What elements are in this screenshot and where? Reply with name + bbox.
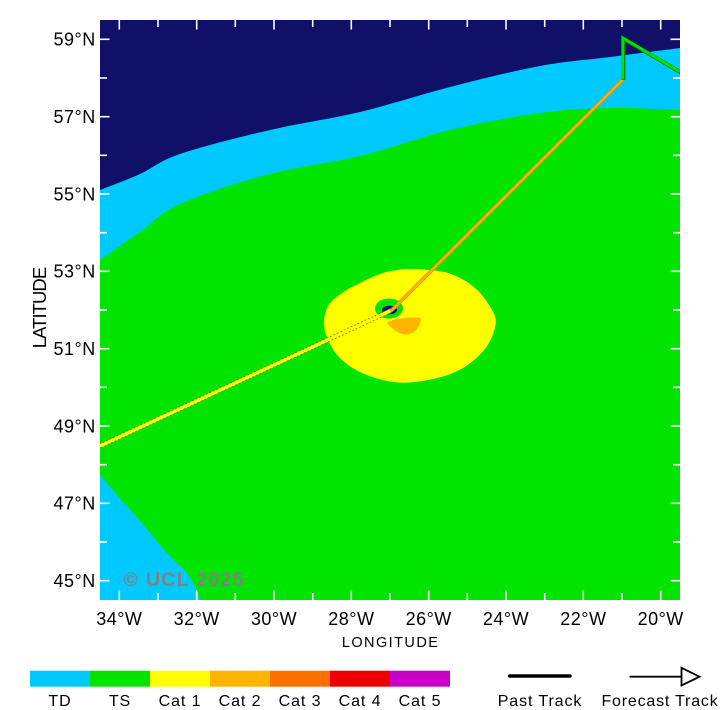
svg-text:Cat 3: Cat 3 xyxy=(279,693,322,710)
svg-text:32°W: 32°W xyxy=(174,609,220,629)
svg-text:34°W: 34°W xyxy=(96,609,142,629)
svg-text:TD: TD xyxy=(48,693,71,710)
svg-text:Cat 4: Cat 4 xyxy=(339,693,382,710)
svg-text:LATITUDE: LATITUDE xyxy=(29,267,50,348)
svg-text:Past Track: Past Track xyxy=(498,693,583,710)
svg-text:49°N: 49°N xyxy=(53,416,95,436)
svg-text:45°N: 45°N xyxy=(53,571,95,591)
svg-text:47°N: 47°N xyxy=(53,494,95,514)
svg-text:24°W: 24°W xyxy=(483,609,529,629)
svg-text:Forecast Track: Forecast Track xyxy=(601,693,718,710)
svg-text:55°N: 55°N xyxy=(53,184,95,204)
svg-text:Cat 1: Cat 1 xyxy=(159,693,202,710)
svg-text:28°W: 28°W xyxy=(328,609,374,629)
svg-text:20°W: 20°W xyxy=(638,609,684,629)
svg-text:© UCL 2025: © UCL 2025 xyxy=(124,569,245,591)
svg-text:LONGITUDE: LONGITUDE xyxy=(342,635,440,651)
svg-text:Cat 2: Cat 2 xyxy=(219,693,262,710)
svg-text:30°W: 30°W xyxy=(251,609,297,629)
svg-text:26°W: 26°W xyxy=(406,609,452,629)
svg-text:57°N: 57°N xyxy=(53,107,95,127)
svg-text:53°N: 53°N xyxy=(53,262,95,282)
svg-text:59°N: 59°N xyxy=(53,30,95,50)
svg-text:TS: TS xyxy=(109,693,131,710)
svg-text:Cat 5: Cat 5 xyxy=(399,693,442,710)
svg-text:51°N: 51°N xyxy=(53,339,95,359)
svg-text:22°W: 22°W xyxy=(560,609,606,629)
